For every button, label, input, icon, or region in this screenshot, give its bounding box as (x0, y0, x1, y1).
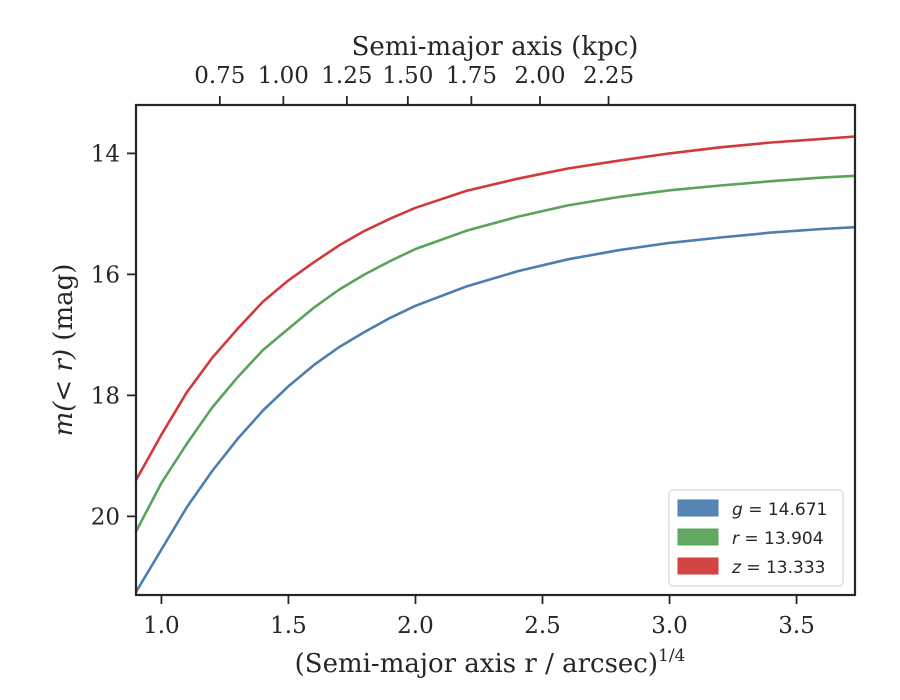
series-line-r (134, 174, 857, 533)
series-line-g (134, 225, 857, 594)
y-axis-title: m(< r) (mag) (49, 264, 79, 437)
top-tick-label: 1.50 (382, 63, 433, 89)
x-axis-top-title: Semi-major axis (kpc) (352, 32, 639, 62)
top-tick-label: 0.75 (194, 63, 245, 89)
x-axis-top: 0.75 1.00 1.25 1.50 1.75 2.00 2.25 (194, 63, 634, 105)
x-axis-bottom-title-main: (Semi-major axis r / arcsec) (295, 649, 658, 679)
series-layer (134, 135, 857, 594)
x-axis-bottom-title-exponent: 1/4 (658, 646, 685, 666)
x-tick-label: 3.0 (651, 613, 688, 639)
y-tick-label: 20 (91, 504, 120, 530)
x-tick-label: 3.5 (778, 613, 815, 639)
y-tick-label: 14 (91, 141, 120, 167)
x-tick-label: 1.0 (143, 613, 180, 639)
plot-frame (134, 103, 857, 597)
legend-label-g: g = 14.671 (732, 500, 827, 520)
top-tick-label: 1.25 (321, 63, 372, 89)
legend-swatch-r (677, 528, 719, 546)
x-tick-label: 2.5 (524, 613, 561, 639)
y-axis-title-unit: (mag) (49, 264, 79, 349)
top-tick-label: 1.75 (446, 63, 497, 89)
top-tick-label: 2.25 (583, 63, 634, 89)
x-tick-label: 2.0 (397, 613, 434, 639)
legend-swatch-g (677, 499, 719, 517)
legend: g = 14.671 r = 13.904 z = 13.333 (668, 489, 844, 587)
legend-label-r: r = 13.904 (732, 529, 824, 549)
legend-swatch-z (677, 557, 719, 575)
series-line-z (134, 135, 857, 482)
x-axis-bottom-title: (Semi-major axis r / arcsec)1/4 (295, 646, 686, 679)
y-axis-title-math: m(< r) (49, 349, 79, 436)
y-axis: 14 16 18 20 (91, 141, 136, 530)
y-tick-label: 16 (91, 262, 120, 288)
top-tick-label: 2.00 (514, 63, 565, 89)
legend-label-z: z = 13.333 (731, 558, 825, 578)
y-tick-label: 18 (91, 383, 120, 409)
x-tick-label: 1.5 (270, 613, 307, 639)
top-tick-label: 1.00 (258, 63, 309, 89)
x-axis-bottom: 1.0 1.5 2.0 2.5 3.0 3.5 (143, 595, 815, 639)
